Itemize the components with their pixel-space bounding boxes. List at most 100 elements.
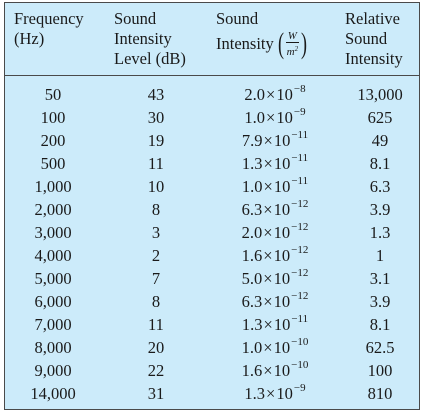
table-row: 100 30 1.0×10−9 625 [5, 106, 419, 129]
times-symbol: × [266, 384, 276, 403]
header-intensity-line-with-unit: Intensity ( W m2 ) [216, 29, 309, 59]
intensity-cell: 1.3×10−9 [227, 382, 323, 408]
header-level-line: Sound [114, 9, 157, 28]
intensity-cell: 1.0×10−11 [227, 175, 323, 201]
intensity-cell: 1.3×10−11 [227, 152, 323, 178]
times-symbol: × [263, 315, 273, 334]
intensity-mantissa: 6.3 [241, 200, 263, 219]
ten-base: 10 [273, 154, 291, 173]
sound-intensity-table: Frequency (Hz) Sound Intensity Level (dB… [4, 2, 420, 410]
intensity-mantissa: 1.6 [241, 246, 263, 265]
intensity-cell: 2.0×10−12 [227, 221, 323, 247]
ten-base: 10 [273, 246, 291, 265]
times-symbol: × [263, 292, 273, 311]
intensity-mantissa: 1.3 [241, 154, 263, 173]
frequency-cell: 500 [40, 154, 66, 173]
frequency-cell: 14,000 [30, 384, 76, 403]
table-row: 50 43 2.0×10−8 13,000 [5, 83, 419, 106]
frequency-cell: 2,000 [34, 200, 72, 219]
intensity-cell: 1.6×10−12 [227, 244, 323, 270]
relative-cell: 13,000 [357, 85, 403, 104]
relative-cell: 810 [367, 384, 393, 403]
level-cell: 43 [147, 85, 165, 104]
relative-cell: 6.3 [369, 177, 391, 196]
ten-base: 10 [276, 85, 293, 104]
table-row: 2,000 8 6.3×10−12 3.9 [5, 198, 419, 221]
header-level-line: Intensity [114, 29, 172, 48]
intensity-exponent: −11 [291, 313, 309, 325]
intensity-mantissa: 5.0 [241, 269, 263, 288]
frequency-cell: 9,000 [34, 361, 72, 380]
unit-numerator: W [285, 30, 299, 43]
header-sound-intensity-level: Sound Intensity Level (dB) [114, 9, 186, 69]
intensity-unit: ( W m2 ) [276, 29, 309, 59]
frequency-cell: 6,000 [34, 292, 72, 311]
header-sound-intensity: Sound Intensity ( W m2 ) [216, 9, 309, 59]
intensity-cell: 2.0×10−8 [227, 83, 323, 109]
intensity-exponent: −12 [291, 221, 309, 233]
intensity-cell: 6.3×10−12 [227, 290, 323, 316]
ten-base: 10 [273, 177, 291, 196]
relative-cell: 1.3 [369, 223, 391, 242]
level-cell: 3 [151, 223, 161, 242]
intensity-exponent: −12 [291, 198, 309, 210]
intensity-mantissa: 1.0 [244, 108, 266, 127]
level-cell: 22 [147, 361, 165, 380]
intensity-cell: 1.0×10−9 [227, 106, 323, 132]
table-row: 7,000 11 1.3×10−11 8.1 [5, 313, 419, 336]
times-symbol: × [263, 269, 273, 288]
intensity-cell: 6.3×10−12 [227, 198, 323, 224]
frequency-cell: 3,000 [34, 223, 72, 242]
table-row: 9,000 22 1.6×10−10 100 [5, 359, 419, 382]
unit-denominator-exponent: 2 [294, 45, 299, 53]
intensity-cell: 1.0×10−10 [227, 336, 323, 362]
intensity-exponent: −9 [293, 106, 306, 118]
intensity-mantissa: 2.0 [244, 85, 266, 104]
header-frequency-unit: (Hz) [14, 29, 45, 48]
level-cell: 10 [147, 177, 165, 196]
intensity-mantissa: 6.3 [241, 292, 263, 311]
intensity-exponent: −8 [293, 83, 306, 95]
times-symbol: × [263, 246, 273, 265]
intensity-exponent: −11 [291, 129, 309, 141]
table-row: 3,000 3 2.0×10−12 1.3 [5, 221, 419, 244]
level-cell: 20 [147, 338, 165, 357]
ten-base: 10 [273, 200, 291, 219]
intensity-mantissa: 2.0 [241, 223, 263, 242]
level-cell: 8 [151, 200, 161, 219]
times-symbol: × [263, 223, 273, 242]
ten-base: 10 [273, 315, 291, 334]
times-symbol: × [263, 338, 273, 357]
relative-cell: 100 [367, 361, 393, 380]
intensity-mantissa: 1.3 [241, 315, 263, 334]
ten-base: 10 [273, 361, 291, 380]
table-row: 4,000 2 1.6×10−12 1 [5, 244, 419, 267]
intensity-mantissa: 1.0 [241, 177, 263, 196]
frequency-cell: 100 [40, 108, 66, 127]
intensity-cell: 5.0×10−12 [227, 267, 323, 293]
level-cell: 2 [151, 246, 161, 265]
times-symbol: × [266, 108, 276, 127]
relative-cell: 62.5 [365, 338, 395, 357]
table-row: 6,000 8 6.3×10−12 3.9 [5, 290, 419, 313]
ten-base: 10 [276, 108, 293, 127]
relative-cell: 625 [367, 108, 393, 127]
intensity-exponent: −11 [291, 152, 309, 164]
intensity-exponent: −10 [291, 336, 309, 348]
level-cell: 19 [147, 131, 165, 150]
relative-cell: 3.9 [369, 200, 391, 219]
ten-base: 10 [273, 338, 291, 357]
header-frequency-line: Frequency [14, 9, 84, 28]
intensity-exponent: −12 [291, 290, 309, 302]
relative-cell: 3.1 [369, 269, 391, 288]
header-relative-line: Relative [345, 9, 400, 28]
unit-denominator: m2 [287, 43, 298, 58]
intensity-exponent: −9 [293, 382, 306, 394]
table-header: Frequency (Hz) Sound Intensity Level (dB… [5, 3, 419, 76]
header-relative-line: Sound [345, 29, 388, 48]
intensity-mantissa: 7.9 [241, 131, 263, 150]
table-row: 5,000 7 5.0×10−12 3.1 [5, 267, 419, 290]
level-cell: 7 [151, 269, 161, 288]
intensity-exponent: −10 [291, 359, 309, 371]
header-relative-line: Intensity [345, 49, 403, 68]
